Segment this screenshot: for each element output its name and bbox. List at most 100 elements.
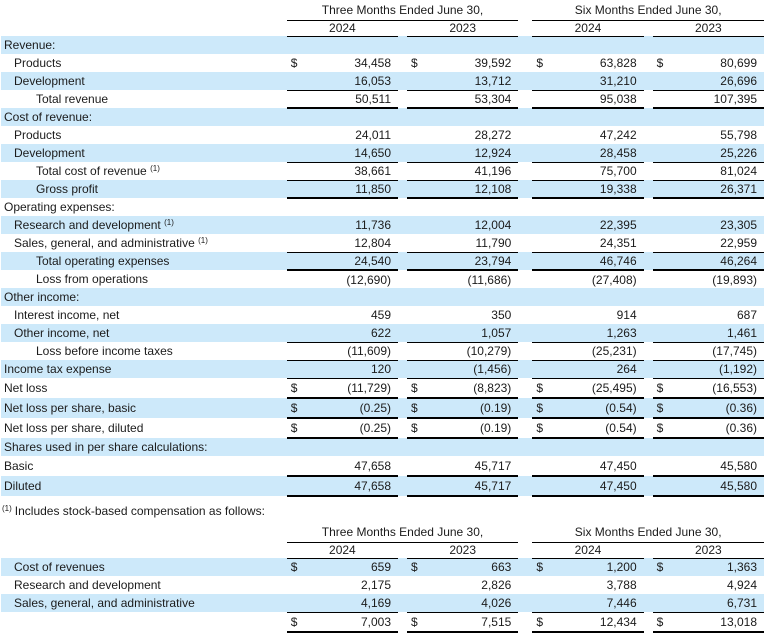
cell-content: 459 (287, 308, 398, 322)
value-text: 663 (491, 560, 512, 575)
cell-value: $80,699 (653, 54, 764, 72)
column-gap (398, 54, 407, 72)
footnote-marker: (1) (150, 164, 160, 173)
period-group-header: Three Months Ended June 30, (286, 522, 519, 543)
row-label: Loss from operations (36, 272, 149, 286)
dollar-sign: $ (536, 421, 544, 435)
cell-content: 7,446 (532, 596, 643, 610)
dollar-sign: $ (290, 401, 298, 415)
cell-value (653, 36, 764, 54)
cell-value: (25,231) (532, 342, 644, 361)
dollar-sign: $ (656, 614, 664, 629)
row-label: Other income, net (14, 326, 110, 340)
value-text: 6,731 (726, 595, 757, 610)
table-row: Operating expenses: (1, 198, 764, 216)
column-gap (518, 90, 532, 108)
cell-value: 24,540 (286, 252, 399, 271)
row-label-cell: Total revenue (1, 90, 287, 108)
cell-value: 13,712 (407, 72, 519, 91)
table-header: Three Months Ended June 30, Six Months En… (1, 522, 764, 559)
column-gap (644, 216, 653, 234)
value-text: (1,456) (473, 362, 512, 376)
cell-content: 47,658 (287, 479, 398, 493)
value-text: 687 (736, 308, 757, 322)
year-header: 2024 (532, 542, 644, 559)
cell-content: $ (16,553) (653, 381, 764, 395)
cell-content: $ (8,823) (407, 381, 518, 395)
table-row: Basic 47,658 45,717 47,450 45,580 (1, 456, 764, 477)
value-text: 120 (370, 362, 392, 376)
value-text: 659 (370, 560, 392, 575)
column-gap (398, 438, 407, 456)
dollar-sign: $ (411, 421, 418, 435)
cell-value (532, 288, 643, 306)
cell-content: 2,826 (407, 578, 518, 592)
column-gap (644, 108, 653, 126)
row-label: Other income: (4, 290, 80, 304)
cell-content: 1,057 (407, 326, 518, 340)
year-header: 2024 (286, 20, 399, 37)
cell-content: 26,371 (653, 182, 764, 196)
column-gap (398, 36, 407, 54)
row-label: Operating expenses: (4, 200, 115, 214)
cell-value: $ (0.54) (532, 398, 644, 419)
cell-value: $13,018 (652, 612, 764, 633)
cell-value: $659 (287, 558, 398, 576)
row-label: Revenue: (4, 38, 56, 52)
year-header: 2023 (407, 542, 519, 559)
column-gap (518, 522, 532, 542)
row-label: Net loss per share, diluted (4, 421, 144, 435)
cell-value: 46,746 (532, 252, 644, 271)
row-label: Interest income, net (14, 308, 120, 322)
cell-content: 13,712 (407, 74, 518, 88)
column-gap (644, 270, 653, 288)
cell-value: 19,338 (532, 180, 644, 199)
cell-value: 6,731 (652, 594, 764, 613)
cell-content: 23,794 (407, 254, 518, 268)
cell-content: 687 (653, 308, 764, 322)
column-gap (644, 612, 653, 632)
row-label: Net loss (4, 381, 48, 395)
cell-value: $ (11,729) (286, 378, 399, 399)
value-text: (19,893) (712, 272, 757, 287)
row-label-cell: Shares used in per share calculations: (1, 438, 287, 456)
table-row: Cost of revenues $659 $663 $1,200 $1,363 (1, 558, 764, 576)
value-text: 14,650 (354, 145, 392, 160)
value-text: (0.25) (359, 401, 392, 415)
value-text: 1,057 (481, 325, 512, 340)
row-label-cell: Development (1, 144, 287, 162)
column-gap (644, 20, 653, 36)
column-gap (518, 20, 532, 36)
table-row: Products 24,011 28,272 47,242 55,798 (1, 126, 764, 144)
column-gap (518, 216, 532, 234)
cell-value: 16,053 (286, 72, 399, 91)
row-label: Basic (4, 459, 34, 473)
column-gap (518, 252, 532, 270)
column-gap (644, 594, 653, 612)
row-label-cell: Basic (1, 456, 287, 476)
row-label: Income tax expense (4, 362, 112, 376)
column-gap (644, 378, 653, 398)
cell-value: 1,461 (652, 324, 764, 343)
cell-value: 55,798 (653, 126, 764, 144)
cell-value: 47,450 (532, 476, 644, 497)
column-gap (398, 90, 407, 108)
table-header: Three Months Ended June 30, Six Months En… (1, 0, 764, 37)
table-row: Products $34,458 $39,592 $63,828 $80,699 (1, 54, 764, 72)
column-gap (644, 360, 653, 378)
period-group-row: Three Months Ended June 30, Six Months En… (1, 0, 764, 21)
cell-value: 26,696 (652, 72, 764, 91)
table-row: Sales, general, and administrative (1) 12… (1, 234, 764, 253)
cell-value: (10,279) (407, 342, 519, 361)
cell-value: $7,515 (407, 612, 519, 633)
column-gap (644, 306, 653, 324)
cell-value: 22,959 (652, 234, 764, 253)
cell-value: $39,592 (407, 54, 518, 72)
row-label-cell: Net loss per share, diluted (1, 418, 287, 438)
cell-content: 23,305 (653, 218, 764, 232)
column-gap (644, 342, 653, 360)
column-gap (398, 576, 407, 594)
value-text: 80,699 (720, 56, 757, 70)
cell-value: 12,004 (407, 216, 518, 234)
column-gap (398, 180, 407, 198)
